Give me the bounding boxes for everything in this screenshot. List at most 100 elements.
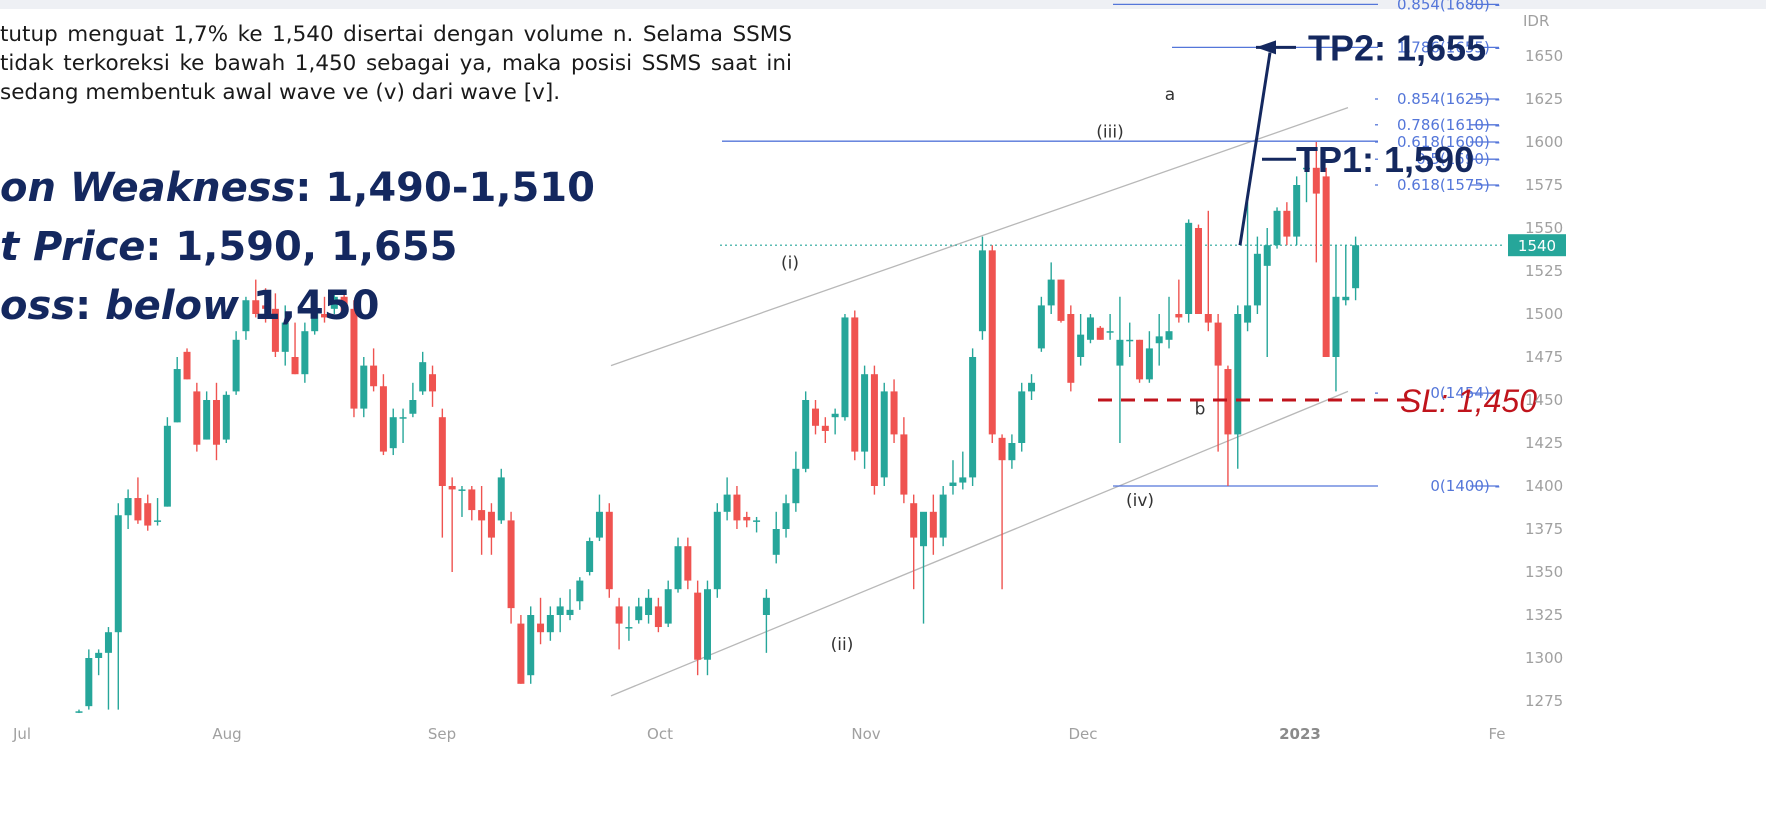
- y-tick-label: 1300: [1525, 649, 1563, 667]
- candle-body: [762, 597, 770, 615]
- last-price-label: 1540: [1518, 237, 1556, 255]
- y-tick-label: 1600: [1525, 133, 1563, 151]
- candle-body: [350, 308, 358, 409]
- wave-label: a: [1165, 85, 1175, 105]
- candle-body: [1126, 339, 1134, 342]
- candle-body: [1008, 443, 1016, 461]
- candle-body: [203, 400, 211, 440]
- candle-body: [802, 400, 810, 469]
- buy-range: 1,490-1,510: [325, 165, 595, 211]
- candle-body: [1293, 185, 1301, 237]
- buy-on-weakness-line: on Weakness: 1,490-1,510: [0, 165, 595, 211]
- x-tick-label: Jul: [12, 725, 31, 743]
- x-tick-label: Fe: [1488, 725, 1505, 743]
- candle-body: [212, 400, 220, 445]
- fib-level-label: 0.854(1625) -: [1397, 90, 1500, 108]
- tp-arrow-line: [1238, 52, 1272, 246]
- candle-body: [969, 357, 977, 478]
- candle-body: [1165, 331, 1173, 340]
- x-tick-label: Aug: [212, 725, 241, 743]
- candle-body: [95, 652, 103, 658]
- candle-body: [1028, 382, 1036, 392]
- candle-body: [468, 489, 476, 511]
- tp1-label: TP1: 1,590: [1296, 139, 1474, 180]
- stop-loss-line: oss: below 1,450: [0, 283, 379, 329]
- candle-body: [183, 351, 191, 380]
- candle-body: [723, 494, 731, 512]
- candle-body: [713, 511, 721, 590]
- candle-body: [595, 511, 603, 538]
- candle-body: [1096, 327, 1104, 340]
- stop-value: 1,450: [252, 283, 380, 329]
- candle-body: [978, 250, 986, 332]
- wave-label: (ii): [831, 635, 854, 655]
- candle-body: [625, 627, 633, 629]
- x-tick-label: Oct: [647, 725, 673, 743]
- candle-body: [831, 413, 839, 418]
- candle-body: [772, 529, 780, 555]
- y-tick-label: 1575: [1525, 176, 1563, 194]
- candle-body: [85, 658, 93, 707]
- candle-body: [851, 317, 859, 452]
- candle-body: [841, 317, 849, 418]
- candle-body: [1185, 222, 1193, 314]
- y-tick-label: 1375: [1525, 520, 1563, 538]
- candle-body: [1204, 314, 1212, 323]
- candle-body: [104, 632, 112, 653]
- x-tick-label: Nov: [851, 725, 880, 743]
- candle-body: [75, 711, 83, 713]
- candle-body: [998, 437, 1006, 461]
- candle-body: [370, 365, 378, 387]
- candle-body: [988, 250, 996, 435]
- candle-body: [900, 434, 908, 495]
- top-strip: [0, 0, 1766, 9]
- candle-body: [753, 520, 761, 522]
- stop-loss-label: SL: 1,450: [1400, 383, 1537, 419]
- candle-body: [232, 339, 240, 392]
- candle-body: [144, 503, 152, 526]
- candle-body: [311, 308, 319, 332]
- candle-body: [1145, 348, 1153, 380]
- candle-body: [880, 391, 888, 478]
- candle-body: [929, 511, 937, 538]
- candle-body: [546, 615, 554, 633]
- y-tick-label: 1525: [1525, 262, 1563, 280]
- candle-body: [1253, 253, 1261, 306]
- tp2-label: TP2: 1,655: [1308, 27, 1486, 68]
- target-separator: :: [145, 224, 176, 270]
- candle-body: [281, 322, 289, 352]
- candle-body: [478, 510, 486, 521]
- candle-body: [124, 498, 132, 516]
- x-tick-label: Dec: [1068, 725, 1097, 743]
- candle-body: [458, 489, 466, 491]
- candle-body: [134, 498, 142, 521]
- candle-body: [1057, 279, 1065, 321]
- candle-body: [193, 391, 201, 445]
- candle-body: [1322, 176, 1330, 357]
- candle-body: [635, 606, 643, 621]
- candle-body: [1214, 322, 1222, 366]
- candle-body: [576, 580, 584, 602]
- candle-body: [1263, 245, 1271, 266]
- currency-label: IDR: [1523, 12, 1549, 30]
- candle-body: [733, 494, 741, 521]
- candle-body: [1342, 296, 1350, 301]
- candle-body: [527, 615, 535, 676]
- last-price-badge: [1508, 234, 1566, 257]
- target-label: t Price: [0, 224, 146, 270]
- candle-body: [1194, 228, 1202, 314]
- candle-body: [1106, 331, 1114, 333]
- candle-body: [448, 486, 456, 490]
- candle-body: [291, 357, 299, 375]
- candle-body: [654, 606, 662, 628]
- wave-label: (iii): [1096, 123, 1123, 143]
- candle-body: [645, 597, 653, 615]
- candle-body: [1067, 314, 1075, 383]
- candle-body: [419, 362, 427, 392]
- candle-body: [321, 314, 328, 318]
- candle-body: [870, 374, 878, 486]
- candle-body: [154, 520, 162, 522]
- candle-body: [1077, 334, 1085, 357]
- candle-body: [1283, 210, 1291, 237]
